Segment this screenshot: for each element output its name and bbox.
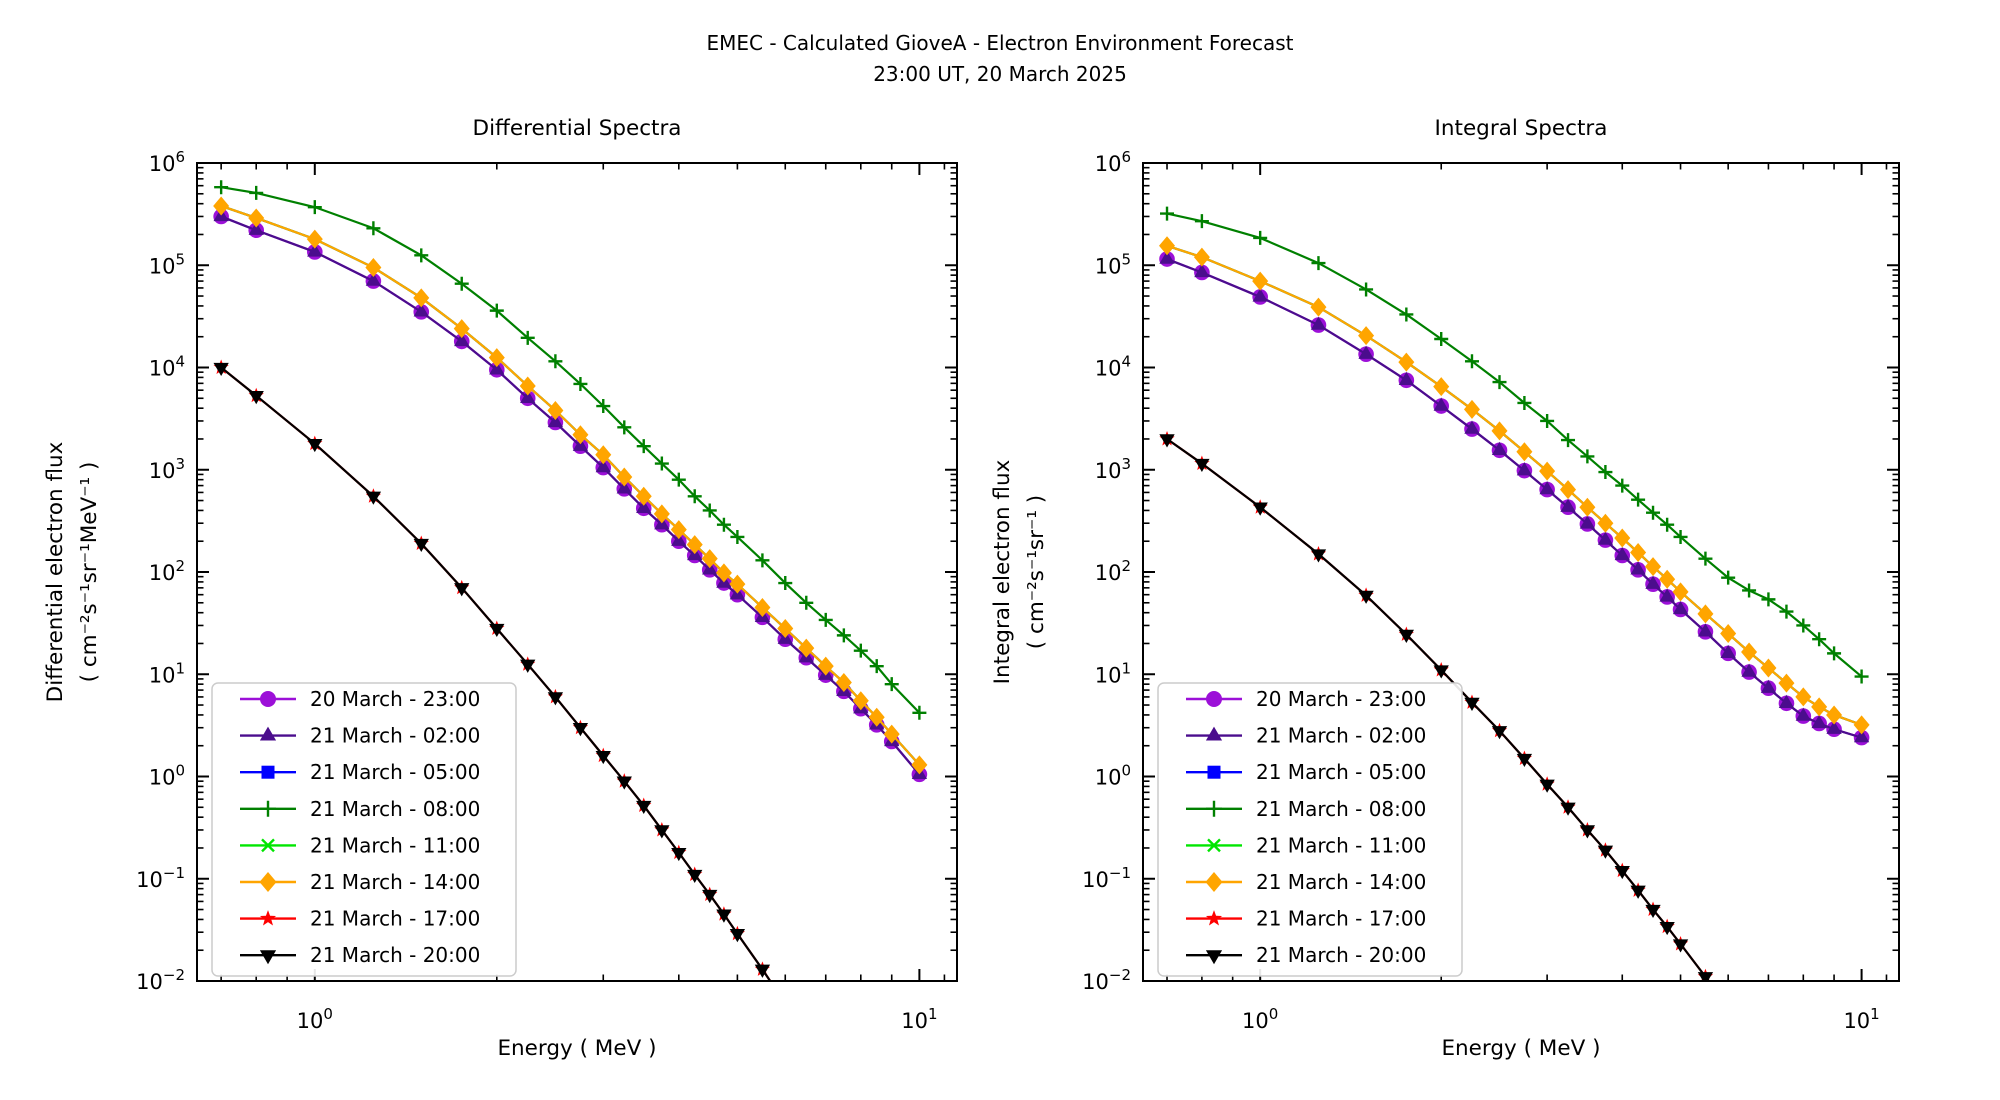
- y-tick-label: 103: [1095, 455, 1131, 483]
- legend-entry-label: 21 March - 11:00: [1256, 833, 1426, 857]
- y-tick-label: 103: [149, 455, 185, 483]
- subplot-title: Integral Spectra: [1435, 116, 1608, 141]
- legend: 20 March - 23:00 21 March - 02:00 21 March…: [1157, 682, 1463, 977]
- legend-entry-label: 21 March - 08:00: [310, 797, 480, 821]
- y-tick-label: 105: [1095, 250, 1131, 278]
- legend-entry-21-march-08-00: 21 March - 08:00: [1186, 797, 1426, 821]
- legend-entry-label: 21 March - 14:00: [1256, 870, 1426, 894]
- x-axis-label: Energy ( MeV ): [497, 1036, 656, 1061]
- legend-entry-21-march-02-00: 21 March - 02:00: [1186, 724, 1426, 748]
- series-20-march-23-00: [1159, 251, 1870, 746]
- legend-entry-21-march-17-00: 21 March - 17:00: [240, 907, 480, 931]
- y-tick-label: 102: [149, 557, 185, 585]
- tick-labels: 106 105 104 103 102 101 100 10−1 10−2 100 101: [1082, 148, 1880, 1033]
- y-tick-label: 101: [1095, 659, 1131, 687]
- y-tick-label: 104: [1095, 353, 1131, 381]
- series-21-march-02-00: [1159, 250, 1870, 743]
- y-tick-label: 100: [1095, 762, 1131, 790]
- legend-entry-20-march-23-00: 20 March - 23:00: [240, 687, 480, 711]
- legend-entry-label: 20 March - 23:00: [310, 687, 480, 711]
- y-tick-label: 100: [149, 762, 185, 790]
- legend-entry-21-march-20-00: 21 March - 20:00: [240, 943, 480, 967]
- series-21-march-20-00: [213, 362, 772, 981]
- legend-entry-label: 21 March - 11:00: [310, 833, 480, 857]
- y-tick-label: 10−2: [1082, 966, 1131, 994]
- series-group: [1159, 206, 1870, 981]
- series-21-march-05-00: [1163, 242, 1866, 729]
- legend-entry-21-march-11-00: 21 March - 11:00: [240, 833, 480, 857]
- y-tick-label: 106: [149, 148, 185, 176]
- legend-entry-label: 21 March - 05:00: [310, 760, 480, 784]
- y-tick-label: 106: [1095, 148, 1131, 176]
- series-21-march-11-00: [1162, 241, 1866, 730]
- legend-entry-21-march-11-00: 21 March - 11:00: [1186, 833, 1426, 857]
- figure-title-line2: 23:00 UT, 20 March 2025: [873, 62, 1127, 86]
- legend-entry-label: 20 March - 23:00: [1256, 687, 1426, 711]
- y-axis-label-line1: Differential electron flux: [43, 441, 68, 702]
- y-tick-label: 10−1: [136, 864, 185, 892]
- series-21-march-14-00: [1159, 236, 1870, 735]
- legend-entry-21-march-05-00: 21 March - 05:00: [1186, 760, 1426, 784]
- x-tick-label: 100: [297, 1005, 333, 1033]
- legend-entry-label: 21 March - 20:00: [310, 943, 480, 967]
- x-tick-label: 101: [1843, 1005, 1879, 1033]
- ticks: [1143, 162, 1899, 982]
- y-tick-label: 10−2: [136, 966, 185, 994]
- differential-spectra-plot: 106 105 104 103 102 101 100 10−1 10−2 100 101 Diffe…: [43, 116, 958, 1061]
- x-tick-label: 100: [1242, 1005, 1278, 1033]
- y-axis-label-line2: ( cm⁻²s⁻¹sr⁻¹ ): [1024, 495, 1049, 649]
- x-axis-label: Energy ( MeV ): [1441, 1036, 1600, 1061]
- legend: 20 March - 23:00 21 March - 02:00 21 March…: [211, 682, 517, 977]
- legend-entry-label: 21 March - 14:00: [310, 870, 480, 894]
- legend-entry-21-march-08-00: 21 March - 08:00: [240, 797, 480, 821]
- legend-entry-label: 21 March - 05:00: [1256, 760, 1426, 784]
- y-tick-label: 104: [149, 353, 185, 381]
- x-tick-label: 101: [901, 1005, 937, 1033]
- legend-entry-label: 21 March - 02:00: [310, 724, 480, 748]
- legend-entry-label: 21 March - 02:00: [1256, 724, 1426, 748]
- y-axis-label-line2: ( cm⁻²s⁻¹sr⁻¹MeV⁻¹ ): [77, 462, 102, 683]
- series-21-march-20-00: [1159, 434, 1714, 981]
- legend-entry-21-march-14-00: 21 March - 14:00: [240, 870, 480, 894]
- legend-entry-20-march-23-00: 20 March - 23:00: [1186, 687, 1426, 711]
- y-axis-label-line1: Integral electron flux: [990, 459, 1015, 684]
- legend-entry-label: 21 March - 08:00: [1256, 797, 1426, 821]
- legend-entry-label: 21 March - 20:00: [1256, 943, 1426, 967]
- y-tick-label: 101: [149, 659, 185, 687]
- series-21-march-14-00: [213, 196, 928, 775]
- series-21-march-08-00: [1160, 206, 1869, 684]
- legend-entry-21-march-17-00: 21 March - 17:00: [1186, 907, 1426, 931]
- y-tick-label: 10−1: [1082, 864, 1131, 892]
- y-tick-label: 102: [1095, 557, 1131, 585]
- legend-entry-21-march-14-00: 21 March - 14:00: [1186, 870, 1426, 894]
- integral-spectra-plot: 106 105 104 103 102 101 100 10−1 10−2 100 101 Integ…: [990, 116, 1900, 1061]
- legend-entry-21-march-05-00: 21 March - 05:00: [240, 760, 480, 784]
- subplot-title: Differential Spectra: [473, 116, 682, 141]
- tick-labels: 106 105 104 103 102 101 100 10−1 10−2 100 101: [136, 148, 937, 1033]
- figure-title-line1: EMEC - Calculated GioveA - Electron Envi…: [706, 31, 1294, 55]
- y-tick-label: 105: [149, 250, 185, 278]
- ticks: [197, 162, 957, 982]
- legend-entry-21-march-20-00: 21 March - 20:00: [1186, 943, 1426, 967]
- legend-entry-21-march-02-00: 21 March - 02:00: [240, 724, 480, 748]
- series-21-march-08-00: [214, 180, 927, 720]
- legend-entry-label: 21 March - 17:00: [310, 907, 480, 931]
- series-group: [213, 180, 928, 981]
- legend-entry-label: 21 March - 17:00: [1256, 907, 1426, 931]
